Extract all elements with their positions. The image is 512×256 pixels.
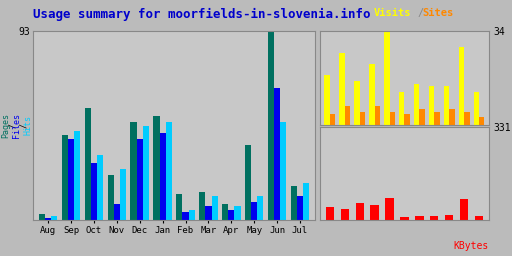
Bar	[68, 139, 74, 220]
Bar	[291, 186, 297, 220]
Bar	[385, 31, 390, 125]
Bar	[325, 75, 330, 125]
Bar	[390, 112, 395, 125]
Bar	[399, 92, 404, 125]
Text: Visits: Visits	[374, 8, 411, 18]
Bar	[222, 204, 228, 220]
Bar	[414, 84, 419, 125]
Bar	[62, 135, 68, 220]
Text: Sites: Sites	[422, 8, 454, 18]
Text: /: /	[417, 8, 423, 18]
Bar	[459, 47, 464, 125]
Bar	[464, 112, 470, 125]
Bar	[182, 212, 188, 220]
Text: Usage summary for moorfields-in-slovenia.info: Usage summary for moorfields-in-slovenia…	[33, 8, 371, 21]
Bar	[434, 112, 440, 125]
Bar	[460, 199, 468, 220]
Bar	[339, 53, 345, 125]
Bar	[131, 122, 137, 220]
Bar	[74, 131, 80, 220]
Text: KBytes: KBytes	[454, 241, 489, 251]
Bar	[326, 207, 334, 220]
Bar	[245, 145, 251, 220]
Bar	[444, 87, 450, 125]
Bar	[369, 64, 375, 125]
Bar	[375, 106, 380, 125]
Bar	[355, 203, 364, 220]
Bar	[39, 214, 45, 220]
Bar	[359, 112, 365, 125]
Bar	[45, 218, 51, 220]
Bar	[228, 210, 234, 220]
Bar	[280, 122, 286, 220]
Bar	[137, 139, 143, 220]
Bar	[419, 109, 424, 125]
Bar	[176, 194, 182, 220]
Bar	[268, 31, 274, 220]
Bar	[354, 81, 359, 125]
Bar	[166, 122, 172, 220]
Bar	[303, 184, 309, 220]
Bar	[475, 216, 483, 220]
Bar	[258, 196, 264, 220]
Bar	[91, 163, 97, 220]
Bar	[474, 92, 479, 125]
Bar	[143, 126, 149, 220]
Bar	[415, 216, 423, 220]
Bar	[340, 209, 349, 220]
Bar	[154, 116, 160, 220]
Text: /: /	[19, 123, 28, 128]
Bar	[404, 114, 410, 125]
Text: /: /	[8, 123, 17, 128]
Bar	[84, 108, 91, 220]
Text: Pages: Pages	[2, 113, 11, 138]
Bar	[205, 206, 211, 220]
Bar	[274, 88, 280, 220]
Bar	[429, 87, 434, 125]
Bar	[445, 215, 454, 220]
Bar	[51, 216, 57, 220]
Bar	[160, 133, 166, 220]
Text: Hits: Hits	[24, 115, 33, 135]
Text: Files: Files	[12, 113, 22, 138]
Bar	[479, 117, 484, 125]
Bar	[400, 217, 409, 220]
Bar	[211, 196, 218, 220]
Bar	[297, 196, 303, 220]
Bar	[450, 109, 455, 125]
Bar	[120, 169, 126, 220]
Bar	[199, 192, 205, 220]
Bar	[234, 206, 241, 220]
Bar	[251, 202, 258, 220]
Bar	[371, 205, 379, 220]
Bar	[188, 210, 195, 220]
Bar	[430, 216, 438, 220]
Bar	[97, 155, 103, 220]
Bar	[330, 114, 335, 125]
Bar	[108, 175, 114, 220]
Bar	[345, 106, 350, 125]
Bar	[114, 204, 120, 220]
Bar	[386, 198, 394, 220]
